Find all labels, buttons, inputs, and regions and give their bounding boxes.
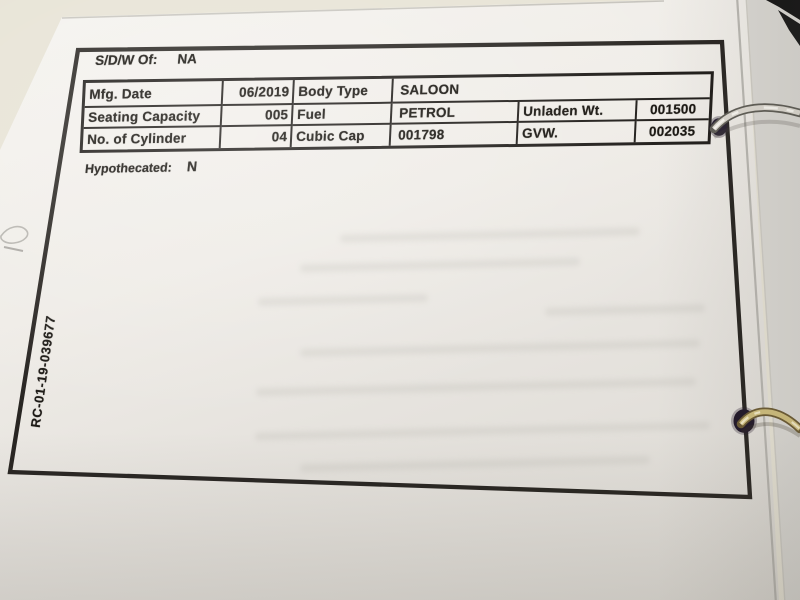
cell-gvw-value: 002035	[648, 123, 696, 140]
cell-unladen-wt-value: 001500	[636, 99, 710, 122]
cell-fuel-label: Fuel	[292, 103, 393, 127]
dark-corner-object	[766, 0, 800, 20]
cell-cubic-cap-value: 001798	[390, 122, 519, 146]
cell-body-type-label: Body Type	[293, 78, 394, 106]
sdw-of-label: S/D/W Of:	[94, 51, 159, 69]
cell-cylinder-label: No. of Cylinder	[82, 127, 222, 151]
cell-gvw-label: GVW.	[517, 121, 637, 144]
cell-unladen-wt-label: Unladen Wt.	[518, 100, 638, 123]
hypothecated-value: N	[186, 158, 198, 175]
hypothecated-field: Hypothecated: N	[84, 158, 198, 176]
cell-mfg-date-value: 06/2019	[222, 80, 295, 107]
cell-seating-capacity-value: 005	[221, 105, 294, 128]
vehicle-spec-table: Mfg. Date 06/2019 Body Type SALOON Seati…	[79, 71, 714, 154]
cell-cubic-cap-label: Cubic Cap	[291, 124, 392, 148]
cell-seating-capacity-label: Seating Capacity	[83, 106, 223, 129]
sdw-of-field: S/D/W Of: NA	[94, 51, 197, 68]
cell-fuel-value: PETROL	[391, 101, 520, 125]
dark-corner-object	[778, 10, 800, 46]
cell-mfg-date-label: Mfg. Date	[84, 81, 224, 108]
cell-cylinder-value: 04	[220, 126, 293, 149]
hypothecated-label: Hypothecated:	[84, 160, 173, 177]
sdw-of-value: NA	[176, 51, 198, 67]
